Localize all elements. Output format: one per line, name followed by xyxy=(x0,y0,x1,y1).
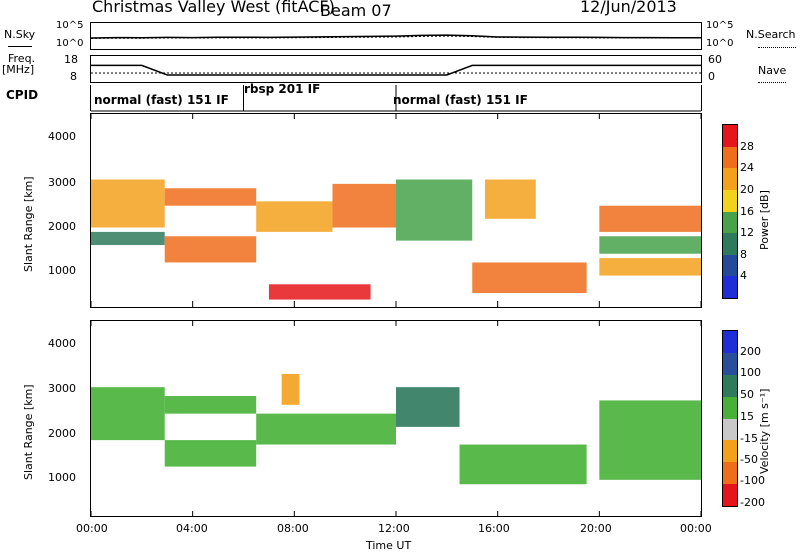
power-colorbar-swatch xyxy=(723,168,737,190)
velocity-colorbar-swatch xyxy=(723,484,737,506)
xtick-5: 20:00 xyxy=(580,522,612,535)
power-cbar-tick-28: 28 xyxy=(740,140,754,153)
velocity-ytick-4000: 4000 xyxy=(48,337,76,350)
cpid-segment-1: normal (fast) 151 IF xyxy=(94,93,229,107)
power-band xyxy=(484,179,536,219)
power-cbar-tick-4: 4 xyxy=(740,269,747,282)
velocity-band xyxy=(164,396,257,414)
station-title: Christmas Valley West (fitACF) xyxy=(92,0,335,16)
power-colorbar-swatch xyxy=(723,276,737,298)
nave-label: Nave xyxy=(758,64,787,77)
noise-axis-right-bottom: 10^0 xyxy=(706,38,734,49)
power-band xyxy=(256,201,333,232)
velocity-colorbar xyxy=(722,330,738,507)
velocity-band xyxy=(91,387,165,441)
power-band xyxy=(599,236,701,254)
power-colorbar-swatch xyxy=(723,211,737,234)
velocity-band xyxy=(281,373,300,405)
velocity-colorbar-swatch xyxy=(723,374,737,397)
xtick-3: 12:00 xyxy=(378,522,410,535)
freq-unit-label: [MHz] xyxy=(2,63,35,76)
velocity-ytick-1000: 1000 xyxy=(48,471,76,484)
power-cbar-tick-24: 24 xyxy=(740,161,754,174)
power-band xyxy=(164,188,257,206)
power-ytick-1000: 1000 xyxy=(48,264,76,277)
xtick-0: 00:00 xyxy=(76,522,108,535)
nsearch-legend-line xyxy=(758,47,796,48)
noise-axis-left-bottom: 10^0 xyxy=(56,38,84,49)
noise-series-line xyxy=(90,35,701,39)
freq-series-line xyxy=(91,64,701,76)
vel-cbar-tick-15: 15 xyxy=(740,410,754,423)
power-colorbar-swatch xyxy=(723,146,737,169)
power-cbar-tick-12: 12 xyxy=(740,226,754,239)
cpid-segment-3: normal (fast) 151 IF xyxy=(393,93,528,107)
velocity-band xyxy=(256,413,396,445)
freq-axis-left-bottom: 8 xyxy=(70,70,77,83)
power-band xyxy=(164,236,257,263)
power-band xyxy=(332,183,396,228)
freq-axis-right-top: 60 xyxy=(708,53,722,66)
xaxis-label: Time UT xyxy=(366,539,412,552)
cpid-label: CPID xyxy=(6,88,39,102)
velocity-colorbar-swatch xyxy=(723,396,737,419)
velocity-band xyxy=(459,444,587,485)
noise-axis-right-top: 10^5 xyxy=(706,20,734,31)
power-band xyxy=(472,262,587,294)
beam-label: Beam 07 xyxy=(320,1,392,20)
velocity-colorbar-swatch xyxy=(723,352,737,375)
power-colorbar-swatch xyxy=(723,233,737,255)
velocity-colorbar-swatch xyxy=(723,462,737,485)
nave-legend-line xyxy=(758,82,786,83)
power-colorbar-swatch xyxy=(723,189,737,212)
nsky-legend-line xyxy=(8,46,32,47)
cpid-segment-2: rbsp 201 IF xyxy=(244,82,321,96)
power-cbar-tick-16: 16 xyxy=(740,205,754,218)
power-cbar-tick-8: 8 xyxy=(740,248,747,261)
nsky-label: N.Sky xyxy=(4,28,36,41)
freq-axis-right-bottom: 0 xyxy=(708,70,715,83)
freq-label: Freq. xyxy=(8,52,36,65)
vel-cbar-tick-100: 100 xyxy=(740,366,761,379)
velocity-ytick-2000: 2000 xyxy=(48,427,76,440)
vel-cbar-tick-m15: -15 xyxy=(740,432,758,445)
xtick-2: 08:00 xyxy=(277,522,309,535)
nsearch-label: N.Search xyxy=(746,28,796,41)
power-band xyxy=(396,179,473,241)
xtick-4: 16:00 xyxy=(478,522,510,535)
velocity-colorbar-swatch xyxy=(723,418,737,441)
vel-cbar-tick-m200: -200 xyxy=(740,496,765,509)
xtick-6: 00:00 xyxy=(680,522,712,535)
power-ytick-2000: 2000 xyxy=(48,220,76,233)
date-label: 12/Jun/2013 xyxy=(580,0,677,16)
power-ytick-3000: 3000 xyxy=(48,176,76,189)
power-cbar-tick-20: 20 xyxy=(740,183,754,196)
velocity-colorbar-swatch xyxy=(723,331,737,353)
frequency-panel xyxy=(90,55,702,83)
power-band xyxy=(91,179,165,228)
power-ytick-4000: 4000 xyxy=(48,130,76,143)
velocity-band xyxy=(599,400,701,480)
power-colorbar-swatch xyxy=(723,125,737,147)
velocity-colorbar-swatch xyxy=(723,440,737,463)
velocity-band xyxy=(396,387,460,427)
power-band xyxy=(91,231,165,245)
vel-cbar-tick-m100: -100 xyxy=(740,474,765,487)
velocity-band xyxy=(164,440,257,467)
vel-cbar-tick-200: 200 xyxy=(740,345,761,358)
vel-cbar-tick-m50: -50 xyxy=(740,453,758,466)
power-band xyxy=(599,258,701,276)
power-band xyxy=(268,284,371,300)
power-colorbar xyxy=(722,124,738,299)
velocity-ytick-3000: 3000 xyxy=(48,382,76,395)
xtick-1: 04:00 xyxy=(176,522,208,535)
vel-cbar-tick-50: 50 xyxy=(740,388,754,401)
power-band xyxy=(599,205,701,232)
freq-axis-left-top: 18 xyxy=(64,53,78,66)
noise-axis-left-top: 10^5 xyxy=(56,20,84,31)
power-colorbar-swatch xyxy=(723,254,737,277)
